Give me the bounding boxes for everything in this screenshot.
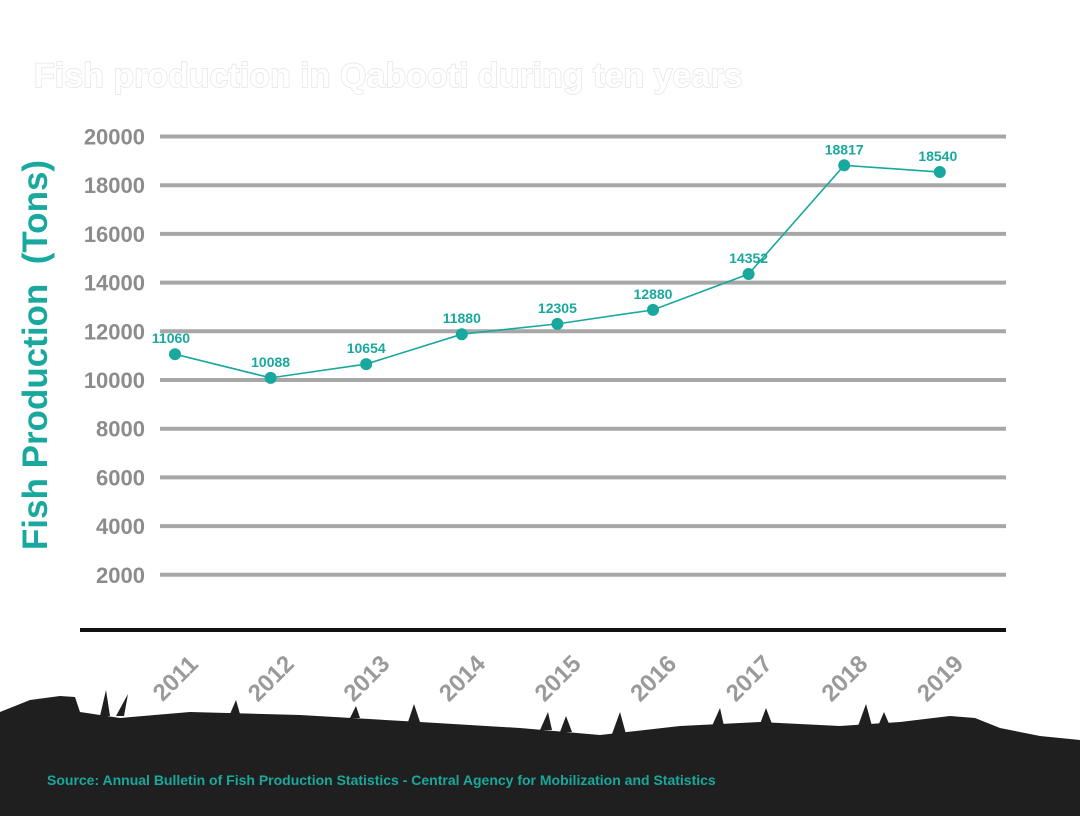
data-point <box>933 166 946 179</box>
data-point <box>838 159 851 172</box>
data-label: 10088 <box>251 354 290 370</box>
data-label: 14352 <box>729 250 768 266</box>
y-tick-label: 14000 <box>84 271 145 296</box>
series-line-group <box>169 159 946 384</box>
data-labels: 11060 10088 10654 11880 12305 12880 14352 18817… <box>152 141 958 370</box>
data-label: 11880 <box>443 310 481 326</box>
data-point <box>360 358 373 371</box>
y-tick-label: 6000 <box>96 465 145 490</box>
y-tick-label: 20000 <box>84 125 145 150</box>
data-point <box>742 268 755 281</box>
x-tick-label: 2015 <box>530 650 587 707</box>
y-tick-label: 16000 <box>84 222 145 247</box>
data-label: 12880 <box>634 286 673 302</box>
series-line <box>174 164 940 379</box>
data-point <box>169 348 181 361</box>
y-tick-label: 10000 <box>84 368 145 393</box>
gridlines <box>160 134 1006 577</box>
x-tick-label: 2013 <box>338 650 395 707</box>
x-tick-label: 2017 <box>721 650 778 707</box>
data-point <box>455 328 468 341</box>
grass-tufts <box>100 690 890 734</box>
x-tick-label: 2018 <box>816 650 873 707</box>
y-tick-label: 4000 <box>96 514 145 539</box>
x-tick-label: 2016 <box>625 650 682 707</box>
data-label: 12305 <box>538 300 577 316</box>
y-tick-label: 8000 <box>96 417 145 442</box>
data-point <box>647 303 659 316</box>
y-tick-label: 18000 <box>84 173 145 198</box>
y-axis-label: Fish Production (Tons) <box>16 160 55 550</box>
x-tick-labels: 2011 2012 2013 2014 2015 2016 2017 2018 2019 <box>148 650 969 707</box>
data-label: 18817 <box>825 141 864 157</box>
chart-title: Fish production in Qabooti during ten ye… <box>34 57 742 95</box>
source-note: Source: Annual Bulletin of Fish Producti… <box>47 772 716 788</box>
x-tick-label: 2012 <box>243 650 300 707</box>
x-tick-label: 2019 <box>912 650 969 707</box>
x-tick-label: 2014 <box>434 650 491 707</box>
y-tick-labels: 2000 4000 6000 8000 10000 12000 14000 16000 1800… <box>84 125 145 588</box>
y-tick-label: 2000 <box>96 563 145 588</box>
y-tick-label: 12000 <box>84 319 145 344</box>
data-point <box>551 317 564 330</box>
x-tick-label: 2011 <box>148 651 204 707</box>
y-axis-label-group: Fish Production (Tons) <box>16 160 55 550</box>
data-point <box>264 371 277 384</box>
data-label: 18540 <box>918 148 957 164</box>
ground-silhouette <box>0 696 1080 816</box>
data-label: 10654 <box>347 340 386 356</box>
data-label: 11060 <box>152 330 190 346</box>
